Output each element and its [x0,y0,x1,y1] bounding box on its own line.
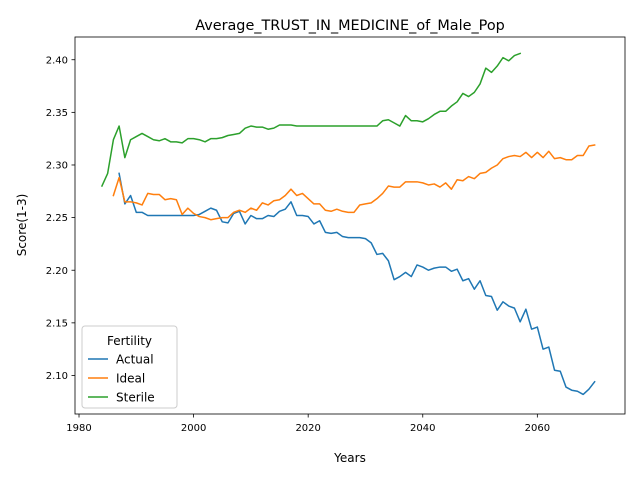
legend-items: Actual Ideal Sterile [88,352,155,404]
x-tick-label: 2020 [295,423,320,434]
axis-ticks: 1980 2000 2020 2040 2060 2.10 2.15 2.20 2.25 2.30… [46,55,550,434]
x-tick-label: 2000 [181,423,206,434]
series-line-actual [118,172,596,396]
legend-box [81,325,178,409]
x-tick-label: 1980 [66,423,91,434]
y-tick-label: 2.15 [46,318,68,329]
y-tick-label: 2.25 [46,213,68,224]
legend-label-ideal: Ideal [116,371,145,385]
legend-label-sterile: Sterile [116,390,155,404]
y-tick-label: 2.40 [46,55,68,66]
x-axis-label: Years [333,451,366,465]
plot-area-frame [74,36,626,415]
series-line-ideal [112,144,596,221]
chart-title: Average_TRUST_IN_MEDICINE_of_Male_Pop [195,18,505,34]
y-axis-label: Score(1-3) [15,194,29,257]
series-layer [100,52,596,396]
y-tick-label: 2.35 [46,108,68,119]
x-tick-label: 2060 [525,423,550,434]
legend-label-actual: Actual [116,352,154,366]
legend: Fertility Actual Ideal Sterile [81,325,178,409]
y-tick-label: 2.30 [46,161,68,172]
legend-title: Fertility [107,334,152,348]
y-tick-label: 2.10 [46,371,68,382]
y-tick-label: 2.20 [46,266,68,277]
x-tick-label: 2040 [410,423,435,434]
series-line-sterile [100,52,522,188]
